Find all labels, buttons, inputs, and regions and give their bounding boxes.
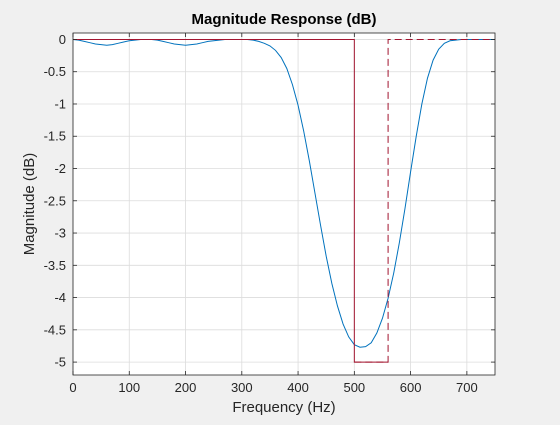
stopband-mask-line <box>354 38 495 363</box>
x-tick-label: 100 <box>118 380 140 395</box>
y-tick-label: -1.5 <box>44 129 66 144</box>
x-tick-label: 0 <box>69 380 76 395</box>
y-tick-label: -2.5 <box>44 193 66 208</box>
x-tick-label: 200 <box>175 380 197 395</box>
axes-frame <box>72 32 496 376</box>
y-tick-label: -5 <box>54 355 66 370</box>
x-tick-label: 400 <box>287 380 309 395</box>
y-axis-label: Magnitude (dB) <box>21 153 38 256</box>
plot-area <box>73 33 495 375</box>
series-layer <box>72 38 495 363</box>
ticks: 0 100 200 300 400 500 600 700 0 -0.5 -1 -1.5 -2 -2.5 -… <box>44 32 495 395</box>
y-tick-label: 0 <box>59 32 66 47</box>
y-tick-label: -3.5 <box>44 258 66 273</box>
y-tick-label: -3 <box>54 226 66 241</box>
y-tick-label: -4 <box>54 290 66 305</box>
x-tick-label: 500 <box>343 380 365 395</box>
x-tick-label: 600 <box>400 380 422 395</box>
x-axis-label: Frequency (Hz) <box>232 399 335 416</box>
y-tick-label: -1 <box>54 96 66 111</box>
y-tick-label: -4.5 <box>44 322 66 337</box>
chart-title: Magnitude Response (dB) <box>191 11 376 28</box>
y-tick-label: -0.5 <box>44 64 66 79</box>
x-tick-label: 300 <box>231 380 253 395</box>
y-tick-label: -2 <box>54 161 66 176</box>
x-tick-label: 700 <box>456 380 478 395</box>
